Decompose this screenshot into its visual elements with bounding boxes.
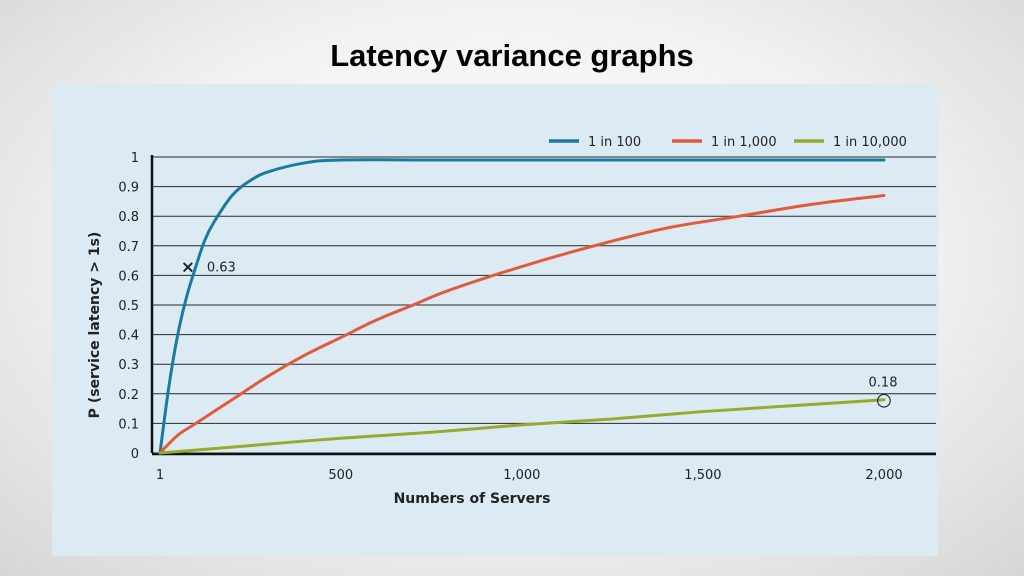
y-tick-label: 0.3 <box>118 358 139 373</box>
y-tick-label: 0.1 <box>118 417 139 432</box>
x-tick-label: 500 <box>328 468 353 483</box>
y-tick-label: 0.4 <box>118 329 139 344</box>
series-line-3 <box>158 398 886 455</box>
annotation-label: 0.63 <box>207 261 236 276</box>
legend-label: 1 in 10,000 <box>833 135 907 150</box>
series-line-2 <box>158 193 886 455</box>
annotation-marker: × <box>181 258 195 278</box>
x-tick-label: 2,000 <box>865 468 902 483</box>
y-tick-label: 0 <box>131 447 139 462</box>
chart-panel: 0 0.1 0.2 0.3 0.4 0.5 0.6 0.7 0.8 0.9 1 1 500 1,000 1,… <box>52 84 938 556</box>
legend-label: 1 in 100 <box>588 135 641 150</box>
annotation-marker: ○ <box>876 390 892 411</box>
annotation-label: 0.18 <box>869 376 898 391</box>
slide-title: Latency variance graphs <box>330 38 694 73</box>
series-line-1 <box>158 158 886 455</box>
x-tick-label: 1 <box>156 468 164 483</box>
y-tick-label: 0.7 <box>118 240 139 255</box>
legend-label: 1 in 1,000 <box>711 135 777 150</box>
x-axis-title: Numbers of Servers <box>394 491 551 507</box>
x-tick-label: 1,000 <box>503 468 540 483</box>
y-tick-label: 1 <box>131 151 139 166</box>
y-tick-label: 0.5 <box>118 299 139 314</box>
y-tick-label: 0.6 <box>118 269 139 284</box>
y-tick-label: 0.2 <box>118 388 139 403</box>
y-tick-label: 0.9 <box>118 181 139 196</box>
latency-chart: 0 0.1 0.2 0.3 0.4 0.5 0.6 0.7 0.8 0.9 1 1 500 1,000 1,… <box>87 135 936 507</box>
y-axis-title: P (service latency > 1s) <box>87 232 103 419</box>
x-tick-label: 1,500 <box>684 468 721 483</box>
y-tick-label: 0.8 <box>118 210 139 225</box>
